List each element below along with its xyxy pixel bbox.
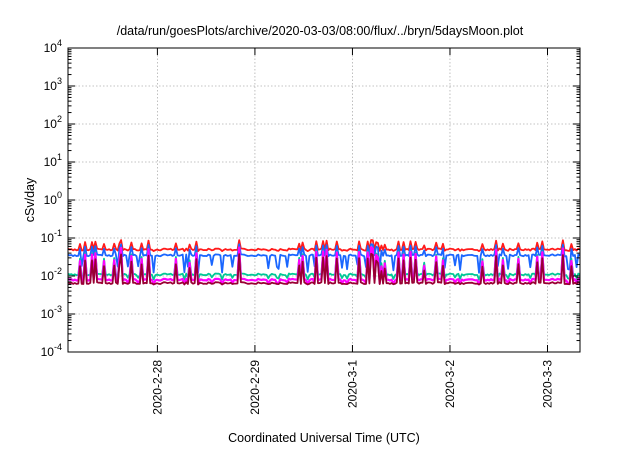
x-axis-title: Coordinated Universal Time (UTC) [228,431,420,445]
x-tick-label: 2020-2-29 [248,360,262,415]
series-line [67,252,581,286]
y-tick-label: 104 [44,38,62,55]
x-tick-label: 2020-2-28 [150,360,164,415]
series-line [67,239,581,253]
y-tick-label: 10-3 [41,304,62,321]
series-layer [67,239,581,286]
y-tick-label: 103 [44,76,62,93]
y-tick-label: 102 [44,114,62,131]
ylabel-layer: 10-4 10-3 10-2 10-1 100 101 102 103 104 [41,38,62,359]
y-tick-label: 100 [44,190,62,207]
chart-title: /data/run/goesPlots/archive/2020-03-03/0… [117,24,524,38]
x-tick-label: 2020-3-2 [443,360,457,408]
grid-layer [68,48,580,352]
series-line [67,243,581,274]
x-tick-label: 2020-3-3 [540,360,554,408]
xlabel-layer: 2020-2-28 2020-2-29 2020-3-1 2020-3-2 2020-3… [150,360,554,415]
y-tick-label: 10-1 [41,228,62,245]
y-axis-title: cSv/day [23,177,37,222]
y-tick-label: 101 [44,152,62,169]
y-tick-label: 10-2 [41,266,62,283]
tick-layer [68,47,580,353]
x-tick-label: 2020-3-1 [345,360,359,408]
y-tick-label: 10-4 [41,342,62,359]
